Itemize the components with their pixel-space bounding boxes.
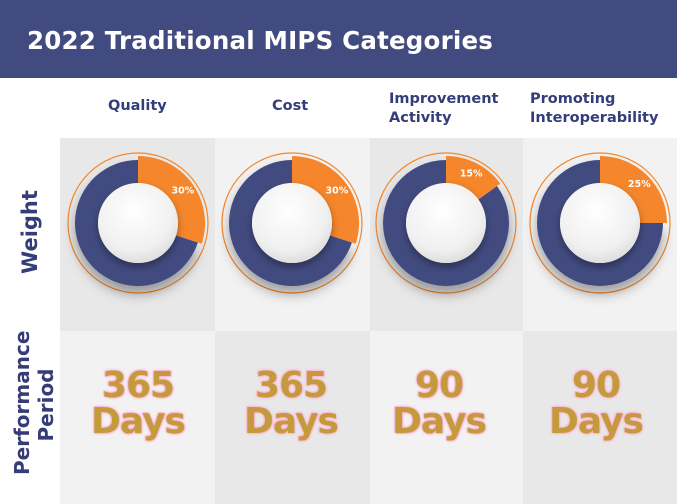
- donut-center: [252, 183, 332, 263]
- category-name: Cost: [272, 98, 309, 114]
- category-name: Quality: [108, 98, 167, 114]
- period-improvement-activity: 90 Days: [374, 368, 504, 440]
- donut-remainder-slice: [537, 160, 663, 286]
- donut-center: [560, 183, 640, 263]
- page-title: 2022 Traditional MIPS Categories: [27, 26, 494, 55]
- period-unit: Days: [549, 401, 644, 442]
- donut-chart: 30%: [67, 152, 209, 294]
- donut-weight-slice: [138, 156, 205, 244]
- period-number: 365: [101, 365, 175, 406]
- donut-chart: 25%: [529, 152, 671, 294]
- category-header-promoting-interoperability: Promoting Interoperability: [530, 90, 658, 128]
- donut-remainder-slice: [75, 160, 198, 287]
- donut-outer-ring: [375, 152, 517, 294]
- period-quality: 365 Days: [73, 368, 203, 440]
- period-cell-improvement: [370, 331, 523, 504]
- donut-outer-ring: [221, 152, 363, 294]
- donut-percent-label: 30%: [172, 185, 195, 196]
- donut-outer-ring: [67, 152, 209, 294]
- donut-chart: 15%: [375, 152, 517, 294]
- donut-outer-ring: [529, 152, 671, 294]
- category-name-line2: Activity: [389, 110, 452, 126]
- period-number: 365: [254, 365, 328, 406]
- category-name-line1: Promoting: [530, 91, 616, 107]
- period-cell-interoperability: [523, 331, 677, 504]
- period-cell-cost: [215, 331, 370, 504]
- donut-percent-label: 25%: [628, 179, 651, 190]
- period-unit: Days: [392, 401, 487, 442]
- category-name-line1: Improvement: [389, 91, 499, 107]
- donut-center: [98, 183, 178, 263]
- title-banner: 2022 Traditional MIPS Categories: [0, 0, 677, 78]
- donut-chart: 30%: [221, 152, 363, 294]
- donut-center: [406, 183, 486, 263]
- category-header-improvement-activity: Improvement Activity: [389, 90, 498, 128]
- donut-weight-slice: [600, 156, 667, 223]
- category-header-quality: Quality: [108, 97, 167, 116]
- period-promoting-interoperability: 90 Days: [531, 368, 661, 440]
- period-cell-quality: [60, 331, 215, 504]
- period-cost: 365 Days: [226, 368, 356, 440]
- period-unit: Days: [91, 401, 186, 442]
- donut-percent-label: 30%: [326, 185, 349, 196]
- donut-remainder-slice: [383, 160, 510, 286]
- period-number: 90: [571, 365, 621, 406]
- donut-remainder-slice: [229, 160, 352, 287]
- period-unit: Days: [244, 401, 339, 442]
- category-name-line2: Interoperability: [530, 110, 659, 126]
- donut-weight-slice: [446, 156, 501, 200]
- period-number: 90: [414, 365, 464, 406]
- donut-percent-label: 15%: [460, 169, 483, 180]
- donut-weight-slice: [292, 156, 359, 244]
- category-header-cost: Cost: [272, 97, 308, 116]
